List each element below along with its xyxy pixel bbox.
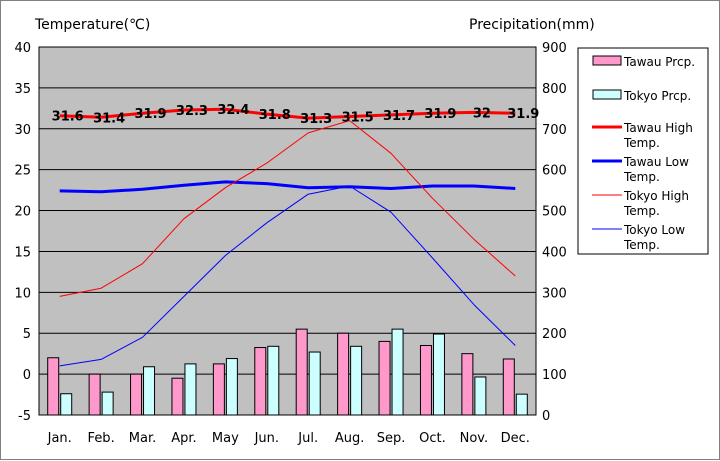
x-tick-label: Nov. bbox=[460, 431, 489, 446]
left-tick-label: 40 bbox=[14, 41, 31, 56]
legend-label: Tokyo High bbox=[623, 189, 689, 203]
legend-label: Tawau Prcp. bbox=[623, 55, 695, 69]
tawau-precip-bar bbox=[461, 353, 474, 416]
data-label: 31.9 bbox=[507, 107, 539, 122]
data-label: 31.9 bbox=[135, 107, 167, 122]
temperature-lines bbox=[59, 107, 516, 367]
left-tick-label: 5 bbox=[23, 327, 31, 342]
left-tick-label: 30 bbox=[14, 123, 31, 138]
left-tick-label: 35 bbox=[14, 82, 31, 97]
data-label: 32.4 bbox=[217, 103, 249, 118]
legend: Tawau Prcp.Tokyo Prcp.Tawau HighTemp.Taw… bbox=[577, 47, 709, 255]
right-tick-label: 400 bbox=[542, 245, 567, 260]
data-label: 31.7 bbox=[383, 109, 415, 124]
tokyo-precip-bar bbox=[474, 376, 487, 416]
tokyo-precip-bar bbox=[308, 351, 321, 416]
legend-label: Temp. bbox=[623, 238, 660, 252]
legend-label: Tokyo Low bbox=[623, 223, 685, 237]
left-tick-label: 10 bbox=[14, 286, 31, 301]
tokyo-precip-bar bbox=[391, 328, 404, 416]
x-tick-label: Jul. bbox=[297, 431, 318, 446]
legend-label: Tokyo Prcp. bbox=[623, 89, 691, 103]
tawau-precip-bar bbox=[295, 328, 308, 416]
left-tick-label: -5 bbox=[18, 409, 31, 424]
legend-label: Tawau Low bbox=[623, 155, 689, 169]
right-tick-label: 800 bbox=[542, 82, 567, 97]
tawau-precip-bar bbox=[254, 347, 267, 416]
x-tick-label: Jun. bbox=[254, 431, 279, 446]
legend-label: Temp. bbox=[623, 204, 660, 218]
tawau-low-temp-line bbox=[59, 180, 516, 194]
x-tick-label: Mar. bbox=[129, 431, 156, 446]
left-axis-title: Temperature(℃) bbox=[34, 17, 150, 33]
right-tick-label: 300 bbox=[542, 286, 567, 301]
tawau-precip-bar bbox=[419, 344, 432, 416]
right-tick-label: 500 bbox=[542, 205, 567, 220]
tawau-precip-bar bbox=[130, 373, 143, 416]
right-tick-label: 200 bbox=[542, 327, 567, 342]
tokyo-precip-bar bbox=[101, 391, 114, 416]
tokyo-precip-bar bbox=[350, 345, 363, 416]
tawau-precip-bar bbox=[502, 358, 515, 416]
tokyo-precip-bar bbox=[432, 333, 445, 416]
right-axis-ticks: 0 100 200 300 400 500 600 700 800 900 bbox=[542, 41, 567, 424]
right-tick-label: 0 bbox=[542, 409, 550, 424]
data-label: 32 bbox=[473, 106, 491, 121]
legend-label: Temp. bbox=[623, 136, 660, 150]
left-tick-label: 15 bbox=[14, 245, 31, 260]
right-axis-title: Precipitation(mm) bbox=[469, 17, 595, 33]
right-tick-label: 600 bbox=[542, 164, 567, 179]
tawau-precip-bar bbox=[88, 373, 101, 416]
tawau-precip-bar bbox=[337, 332, 350, 416]
tokyo-precip-bar bbox=[143, 366, 156, 416]
left-tick-label: 20 bbox=[14, 205, 31, 220]
tokyo-precip-bar bbox=[225, 358, 238, 416]
left-tick-label: 25 bbox=[14, 164, 31, 179]
data-label: 31.3 bbox=[300, 112, 332, 127]
data-label: 31.6 bbox=[52, 110, 84, 125]
tawau-precip-bar bbox=[378, 340, 391, 416]
legend-box bbox=[577, 47, 709, 255]
left-axis-ticks: -5 0 5 10 15 20 25 30 35 40 bbox=[14, 41, 31, 424]
x-tick-label: Dec. bbox=[501, 431, 530, 446]
x-tick-label: May bbox=[212, 431, 239, 446]
right-tick-label: 700 bbox=[542, 123, 567, 138]
tawau-precip-bar bbox=[47, 357, 60, 416]
tokyo-precip-bar bbox=[515, 393, 528, 416]
data-label: 31.9 bbox=[424, 107, 456, 122]
plot-area bbox=[38, 46, 537, 416]
tokyo-high-temp-line bbox=[59, 120, 516, 297]
tokyo-precip-bar bbox=[267, 345, 280, 416]
tawau-precip-bar bbox=[171, 377, 184, 416]
data-label: 31.4 bbox=[93, 111, 125, 126]
gridlines bbox=[39, 87, 536, 375]
tawau-precip-bar bbox=[212, 363, 225, 416]
right-tick-label: 100 bbox=[542, 368, 567, 383]
x-tick-label: Aug. bbox=[335, 431, 365, 446]
tokyo-low-temp-line bbox=[59, 185, 516, 367]
x-tick-label: Jan. bbox=[47, 431, 72, 446]
legend-swatch bbox=[592, 55, 622, 66]
tokyo-precip-bar bbox=[60, 393, 73, 416]
tawau-high-temp-line bbox=[59, 107, 516, 120]
x-tick-label: Oct. bbox=[419, 431, 446, 446]
right-tick-label: 900 bbox=[542, 41, 567, 56]
x-axis-ticks: Jan. Feb. Mar. Apr. May Jun. Jul. Aug. Sep. Oct. N… bbox=[47, 431, 530, 446]
x-tick-label: Sep. bbox=[377, 431, 406, 446]
tawau-high-data-labels: 31.6 31.4 31.9 32.3 32.4 31.8 31.3 31.5 31.7 31.9… bbox=[52, 103, 540, 127]
legend-swatch bbox=[592, 89, 622, 100]
precipitation-bars bbox=[47, 328, 528, 416]
legend-label: Tawau High bbox=[623, 121, 693, 135]
tokyo-precip-bar bbox=[184, 363, 197, 416]
legend-label: Temp. bbox=[623, 170, 660, 184]
x-tick-label: Feb. bbox=[88, 431, 115, 446]
data-label: 31.5 bbox=[342, 111, 374, 126]
x-tick-label: Apr. bbox=[171, 431, 196, 446]
data-label: 32.3 bbox=[176, 104, 208, 119]
left-tick-label: 0 bbox=[23, 368, 31, 383]
data-label: 31.8 bbox=[259, 108, 291, 123]
